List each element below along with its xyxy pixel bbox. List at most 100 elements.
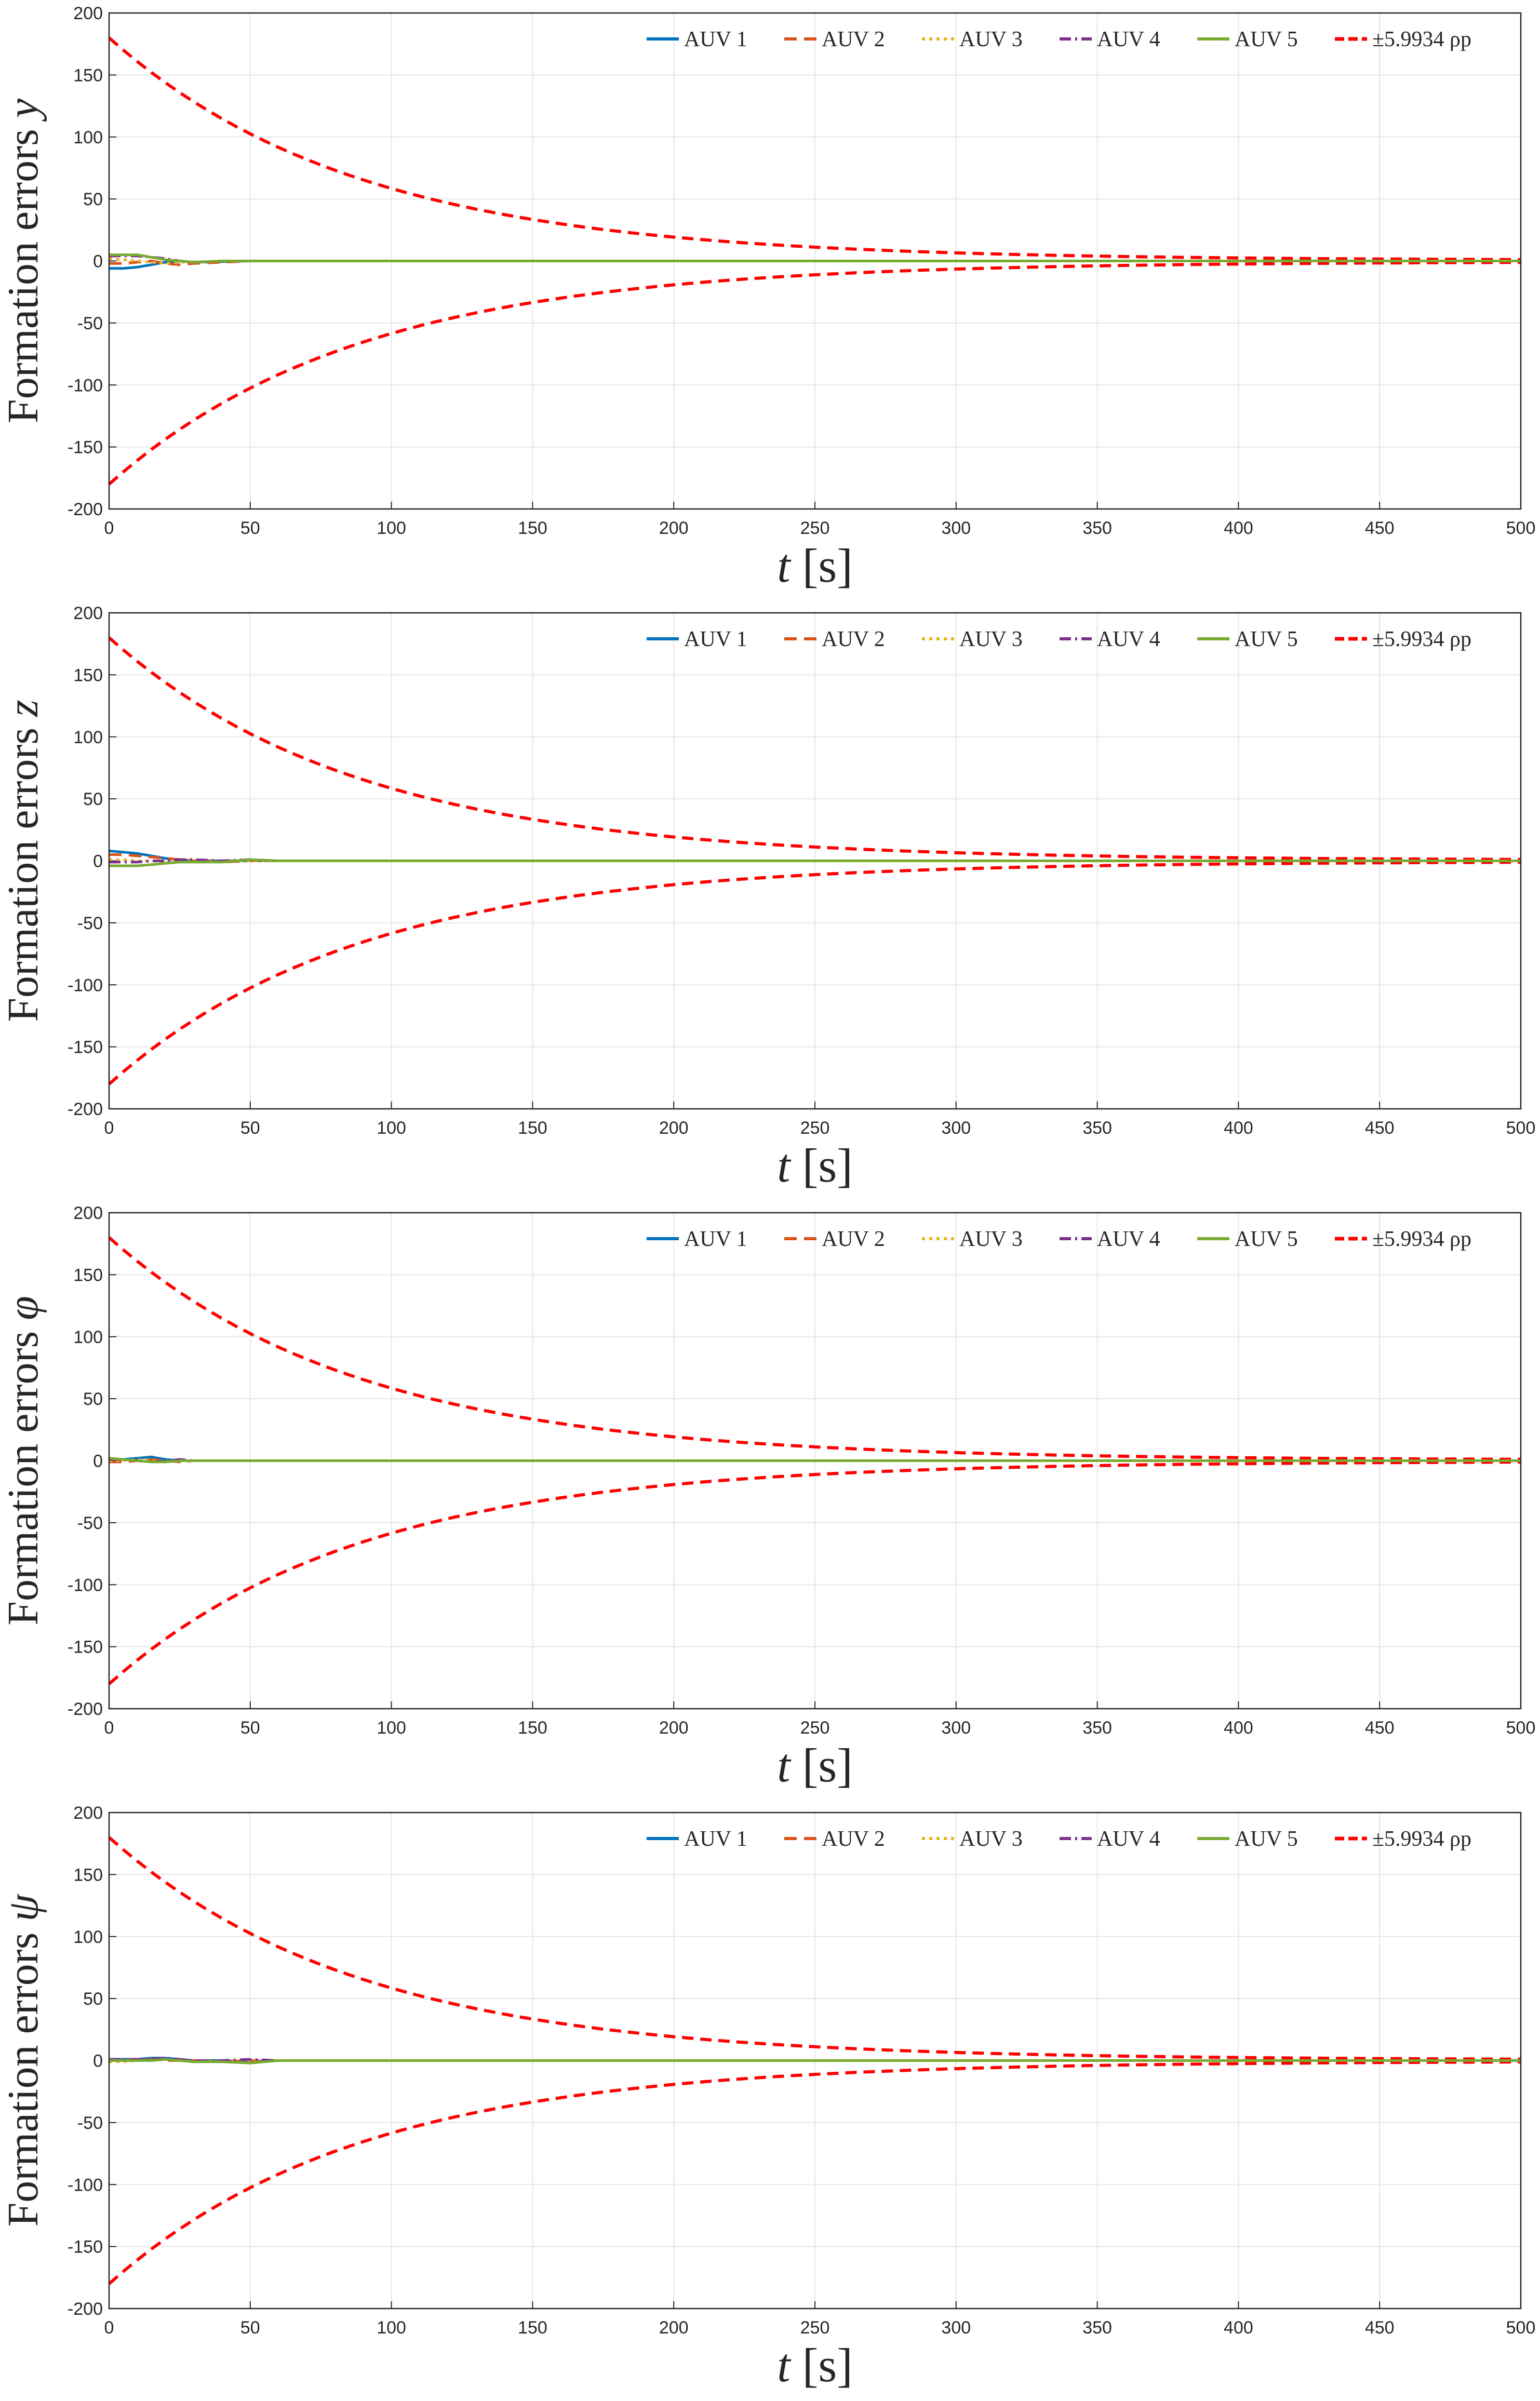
axes-frame <box>108 1812 1522 2310</box>
legend-entry: AUV 5 <box>1235 28 1298 51</box>
x-tick-label: 200 <box>659 1118 689 1138</box>
y-axis-label-text: Formation errors <box>0 1331 47 1626</box>
y-tick-label: -150 <box>68 2237 103 2257</box>
x-tick-label: 250 <box>800 1718 830 1738</box>
x-tick-label: 500 <box>1506 518 1536 538</box>
x-tick-label: 0 <box>104 518 114 538</box>
y-tick-label: -150 <box>68 1638 103 1657</box>
legend-entry: AUV 2 <box>822 627 885 651</box>
legend-entry: ±5.9934 ρp <box>1372 1227 1471 1251</box>
x-tick-label: 350 <box>1082 2318 1112 2338</box>
y-tick-label: 100 <box>73 1327 103 1347</box>
legend-entry: ±5.9934 ρp <box>1372 1827 1471 1851</box>
x-axis-label-symbol: t <box>777 1139 792 1192</box>
x-tick-label: 150 <box>518 1718 547 1738</box>
legend-entry: AUV 5 <box>1235 627 1298 651</box>
chart-panel-3: 0 50 100 150 200 250 300 350 400 450 5002001501005… <box>0 1203 1535 1792</box>
legend-entry: AUV 3 <box>959 1827 1023 1851</box>
y-tick-label: 150 <box>73 1865 103 1885</box>
series-line-auv-3 <box>109 257 1521 265</box>
y-tick-label: 150 <box>73 1265 103 1285</box>
y-tick-label: 200 <box>73 1803 103 1823</box>
chart-panel-2: 0 50 100 150 200 250 300 350 400 450 5002001501005… <box>0 603 1535 1192</box>
legend-entry: AUV 4 <box>1097 1827 1160 1851</box>
x-tick-label: 150 <box>518 518 547 538</box>
x-tick-label: 0 <box>104 1118 114 1138</box>
x-tick-label: 0 <box>104 1718 114 1738</box>
y-axis-label: Formation errors z <box>0 700 47 1022</box>
series-line-auv-4 <box>109 858 1521 864</box>
legend-entry: AUV 1 <box>684 1827 747 1851</box>
upper-bound-line <box>108 636 1521 861</box>
x-axis-label-unit: [s] <box>802 2339 853 2392</box>
x-tick-label: 300 <box>941 1118 971 1138</box>
x-tick-label: 100 <box>377 1118 406 1138</box>
y-tick-label: 50 <box>83 1989 103 2009</box>
y-axis-label: Formation errors y <box>0 98 47 423</box>
y-tick-label: -150 <box>68 438 103 458</box>
x-tick-label: 200 <box>659 1718 689 1738</box>
y-tick-label: 150 <box>73 65 103 85</box>
y-tick-label: 100 <box>73 128 103 147</box>
x-axis-label-unit: [s] <box>802 1739 853 1792</box>
y-tick-label: 50 <box>83 190 103 209</box>
y-axis-label: Formation errors φ <box>0 1296 47 1625</box>
x-tick-label: 400 <box>1224 1118 1253 1138</box>
y-tick-label: -200 <box>68 1099 103 1119</box>
y-tick-label: -150 <box>68 1038 103 1057</box>
x-axis-label: t [s] <box>777 539 853 592</box>
series-line-auv-5 <box>109 2058 1521 2064</box>
chart-panel-4: 0 50 100 150 200 250 300 350 400 450 5002001501005… <box>0 1803 1535 2392</box>
legend-entry: AUV 1 <box>684 627 747 651</box>
legend-entry: ±5.9934 ρp <box>1372 28 1471 51</box>
y-tick-label: 0 <box>93 252 103 272</box>
y-tick-label: 100 <box>73 728 103 747</box>
x-tick-label: 450 <box>1365 2318 1395 2338</box>
x-axis-label-symbol: t <box>777 539 792 592</box>
y-axis-label-symbol: z <box>0 700 47 717</box>
x-tick-label: 200 <box>659 518 689 538</box>
y-tick-label: -100 <box>68 975 103 995</box>
y-axis-label: Formation errors ψ <box>0 1894 47 2227</box>
x-tick-label: 50 <box>240 2318 260 2338</box>
x-tick-label: 450 <box>1365 1718 1395 1738</box>
legend-entry: AUV 4 <box>1097 627 1160 651</box>
x-tick-label: 50 <box>240 518 260 538</box>
x-axis-label: t [s] <box>777 2339 853 2392</box>
y-axis-label-text: Formation errors <box>0 728 47 1022</box>
y-tick-label: 50 <box>83 1389 103 1409</box>
axes-frame <box>108 612 1522 1110</box>
x-tick-label: 300 <box>941 518 971 538</box>
axes-frame <box>108 12 1522 510</box>
legend-entry: AUV 4 <box>1097 1227 1160 1251</box>
upper-bound-line <box>108 1236 1521 1461</box>
lower-bound-line <box>108 2060 1521 2285</box>
y-tick-label: -200 <box>68 500 103 519</box>
y-tick-label: -50 <box>77 1513 103 1533</box>
y-tick-label: 50 <box>83 789 103 809</box>
legend-entry: ±5.9934 ρp <box>1372 627 1471 651</box>
legend-entry: AUV 4 <box>1097 28 1160 51</box>
x-tick-label: 500 <box>1506 1718 1536 1738</box>
y-tick-label: -100 <box>68 2175 103 2195</box>
x-tick-label: 350 <box>1082 518 1112 538</box>
x-tick-label: 250 <box>800 1118 830 1138</box>
lower-bound-line <box>108 261 1521 486</box>
y-tick-label: -50 <box>77 2113 103 2133</box>
legend: AUV 1 AUV 2 AUV 3 AUV 4 AUV 5 ±5.9934 ρp <box>647 28 1471 51</box>
y-tick-label: 0 <box>93 1452 103 1471</box>
x-tick-label: 100 <box>377 1718 406 1738</box>
y-tick-label: 0 <box>93 2051 103 2071</box>
y-tick-label: -50 <box>77 314 103 333</box>
legend: AUV 1 AUV 2 AUV 3 AUV 4 AUV 5 ±5.9934 ρp <box>647 1227 1471 1251</box>
y-tick-label: 200 <box>73 603 103 623</box>
x-tick-label: 250 <box>800 518 830 538</box>
x-tick-label: 500 <box>1506 1118 1536 1138</box>
legend: AUV 1 AUV 2 AUV 3 AUV 4 AUV 5 ±5.9934 ρp <box>647 627 1471 651</box>
x-axis-label-unit: [s] <box>802 1139 853 1192</box>
x-tick-label: 400 <box>1224 2318 1253 2338</box>
x-tick-label: 100 <box>377 2318 406 2338</box>
upper-bound-line <box>108 1836 1521 2061</box>
legend: AUV 1 AUV 2 AUV 3 AUV 4 AUV 5 ±5.9934 ρp <box>647 1827 1471 1851</box>
series-line-auv-5 <box>109 858 1521 867</box>
